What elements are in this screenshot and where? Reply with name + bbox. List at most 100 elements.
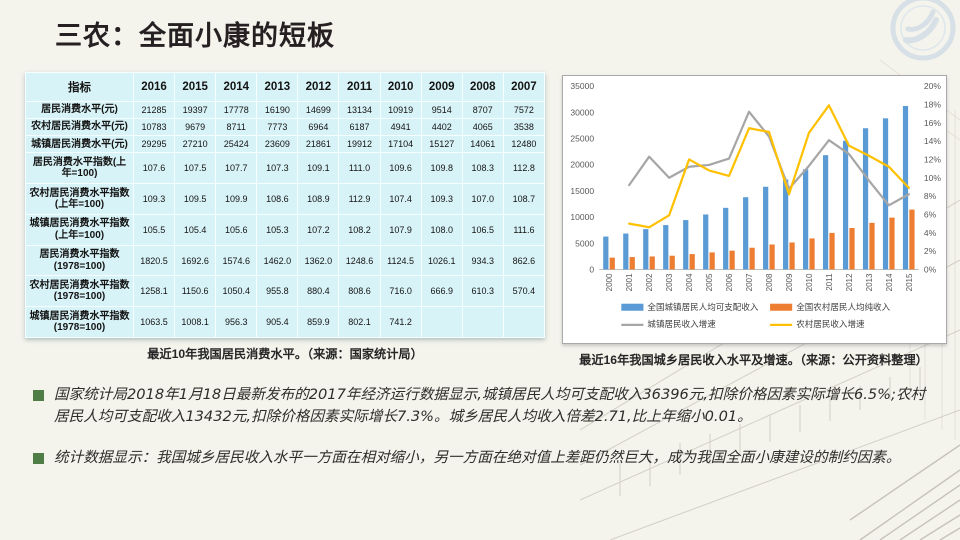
table-caption: 最近10年我国居民消费水平。（来源：国家统计局） (147, 347, 423, 361)
indicator-column-header: 指标 (25, 72, 134, 102)
left-axis-tick: 5000 (575, 238, 594, 248)
table-row: 城镇居民消费水平(元) 29295 27210 25424 23609 21861 1991… (25, 135, 546, 154)
bar-rural-income (869, 222, 875, 270)
bar-rural-income (729, 250, 735, 270)
x-axis-tick: 2012 (845, 273, 854, 291)
table-cell: 610.3 (461, 275, 504, 308)
table-cell: 4941 (379, 118, 422, 137)
legend-label: 农村居民收入增速 (796, 318, 865, 329)
right-axis-tick: 16% (924, 118, 941, 128)
chart-caption: 最近16年我国城乡居民收入水平及增速。（来源：公开资料整理） (579, 353, 928, 367)
table-cell: 25424 (215, 135, 258, 154)
year-column-header: 2015 (174, 72, 217, 102)
bar-urban-income (723, 207, 729, 270)
bar-urban-income (862, 128, 869, 270)
table-cell: 112.9 (338, 183, 381, 215)
table-cell: 109.5 (174, 183, 217, 215)
table-cell: 808.6 (338, 275, 381, 308)
bar-rural-income (609, 257, 615, 270)
table-cell: 862.6 (502, 244, 546, 277)
table-cell: 1050.4 (215, 275, 258, 308)
table-cell: 9679 (174, 118, 217, 137)
table-cell: 934.3 (461, 244, 504, 277)
row-label: 城镇居民消费水平(元) (25, 135, 134, 154)
left-axis-tick: 35000 (570, 81, 594, 91)
line-rural-growth (628, 104, 910, 229)
x-axis-tick: 2000 (605, 273, 614, 291)
table-cell: 108.7 (502, 183, 546, 215)
bullet-item: 国家统计局2018年1月18日最新发布的2017年经济运行数据显示,城镇居民人均… (33, 384, 931, 428)
x-axis-tick: 2010 (805, 273, 814, 291)
table-row: 居民消费水平指数(1978=100) 1820.5 1692.6 1574.6 1462… (25, 244, 546, 277)
seal-logo-icon (890, 0, 956, 61)
x-axis-tick: 2007 (745, 273, 754, 291)
table-cell: 112.8 (502, 152, 546, 185)
table-cell: 108.9 (297, 183, 340, 215)
right-axis-tick: 10% (924, 173, 941, 183)
table-cell: 802.1 (338, 306, 381, 338)
table-cell: 1026.1 (420, 244, 463, 277)
table-cell: 14061 (461, 135, 504, 154)
bar-rural-income (789, 242, 795, 270)
year-column-header: 2012 (297, 72, 340, 102)
row-label: 农村居民消费水平指数(上年=100) (25, 183, 134, 215)
table-cell: 29295 (132, 135, 176, 154)
income-chart: 0 5000 10000 15000 20000 25000 30000 35000 0% 2% 4… (570, 81, 941, 329)
bar-urban-income (623, 233, 629, 270)
table-cell: 7773 (256, 118, 299, 137)
x-axis-tick: 2005 (705, 273, 714, 291)
table-cell: 107.7 (215, 152, 258, 185)
left-axis-tick: 20000 (570, 160, 594, 170)
table-cell: 109.8 (420, 152, 463, 185)
table-cell: 741.2 (379, 306, 422, 338)
table-cell: 19397 (174, 100, 217, 120)
right-axis-tick: 8% (924, 191, 937, 201)
row-label: 居民消费水平指数(1978=100) (25, 244, 134, 277)
x-axis-tick: 2011 (825, 273, 834, 291)
table-cell: 8711 (215, 118, 258, 137)
bar-rural-income (749, 247, 755, 270)
bar-rural-income (649, 256, 655, 270)
bullet-square-icon (33, 390, 44, 401)
table-cell: 13134 (338, 100, 381, 120)
year-column-header: 2014 (215, 72, 258, 102)
right-axis-tick: 18% (924, 99, 941, 109)
x-axis-tick: 2014 (885, 273, 894, 291)
legend-swatch (770, 303, 793, 311)
table-cell: 666.9 (420, 275, 463, 308)
legend-label: 全国城镇居民人均可支配收入 (647, 301, 758, 312)
table-header-row: 指标 2016 2015 2014 2013 2012 2011 2010 2009 2008 20… (25, 72, 546, 102)
table-cell: 10919 (379, 100, 422, 120)
bar-urban-income (703, 214, 709, 270)
table-row: 城镇居民消费水平指数(1978=100) 1063.5 1008.1 956.3 905… (25, 306, 546, 338)
row-label: 居民消费水平(元) (25, 100, 134, 120)
right-axis-tick: 0% (924, 264, 937, 274)
year-column-header: 2008 (461, 72, 504, 102)
table-cell: 109.9 (215, 183, 258, 215)
table-cell: 108.6 (256, 183, 299, 215)
row-label: 居民消费水平指数(上年=100) (25, 152, 134, 185)
x-axis-tick: 2006 (725, 273, 734, 291)
table-cell: 21285 (132, 100, 176, 120)
table-cell: 17104 (379, 135, 422, 154)
x-axis-tick: 2002 (645, 273, 654, 291)
table-cell: 716.0 (379, 275, 422, 308)
table-cell: 107.5 (174, 152, 217, 185)
bar-rural-income (669, 255, 675, 270)
table-cell: 859.9 (297, 306, 340, 338)
table-cell: 23609 (256, 135, 299, 154)
line-urban-growth (628, 110, 910, 207)
bar-rural-income (709, 252, 715, 270)
table-cell (420, 306, 463, 338)
table-cell: 111.6 (502, 213, 546, 246)
right-axis-tick: 20% (924, 81, 941, 91)
table-cell: 21861 (297, 135, 340, 154)
legend-label: 全国农村居民人均纯收入 (796, 301, 890, 312)
table-cell: 19912 (338, 135, 381, 154)
table-row: 农村居民消费水平(元) 10783 9679 8711 7773 6964 6187 4941… (25, 118, 546, 137)
left-axis-tick: 25000 (570, 133, 594, 143)
table-cell: 1820.5 (132, 244, 176, 277)
table-cell: 108.0 (420, 213, 463, 246)
bar-urban-income (663, 225, 669, 270)
table-row: 农村居民消费水平指数(1978=100) 1258.1 1150.6 1050.4 95… (25, 275, 546, 308)
